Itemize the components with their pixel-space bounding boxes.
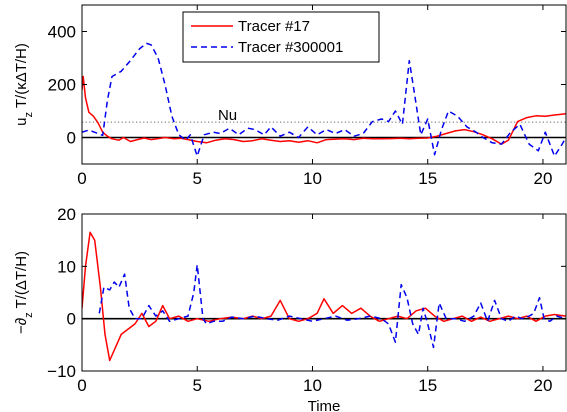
legend-label: Tracer #300001: [238, 39, 343, 56]
x-tick-label: 20: [533, 376, 552, 395]
x-axis-label: Time: [308, 398, 341, 412]
x-tick-label: 0: [77, 169, 86, 188]
y-axis-label-main: −∂: [13, 318, 30, 334]
y-axis-label-rest: T/(ΔT/H): [13, 251, 30, 312]
y-tick-label: −10: [47, 362, 76, 381]
y-tick-label: 20: [57, 205, 76, 224]
y-tick-label: 0: [67, 310, 76, 329]
legend: Tracer #17 Tracer #300001: [182, 11, 380, 63]
x-tick-label: 10: [303, 376, 322, 395]
y-axis-label-main: u: [13, 118, 30, 126]
plot-area: [82, 231, 566, 362]
y-tick-label: 200: [48, 76, 76, 95]
x-tick-label: 0: [77, 376, 86, 395]
series-line-tracer-17: [82, 231, 566, 362]
legend-box: [182, 11, 380, 63]
axes-frame: [81, 213, 567, 372]
series-line-tracer-17: [82, 75, 566, 145]
y-tick-label: 0: [67, 129, 76, 148]
y-axis-label-subscript: z: [23, 112, 35, 118]
y-axis-label: uz T/(κΔT/H): [13, 43, 35, 126]
series-line-tracer-300001: [98, 264, 566, 349]
x-tick-label: 5: [193, 169, 202, 188]
y-axis-label-subscript: z: [23, 312, 35, 318]
y-axis-label-rest: T/(κΔT/H): [13, 43, 30, 112]
x-tick-label: 15: [418, 169, 437, 188]
x-tick-label: 15: [418, 376, 437, 395]
x-tick-label: 20: [533, 169, 552, 188]
x-tick-label: 10: [303, 169, 322, 188]
plot-area: [82, 42, 566, 157]
y-tick-label: 10: [57, 257, 76, 276]
annotation-nu: Nu: [218, 107, 237, 124]
y-axis-label: −∂z T/(ΔT/H): [13, 251, 35, 334]
x-tick-label: 5: [193, 376, 202, 395]
y-tick-label: 400: [48, 23, 76, 42]
legend-label: Tracer #17: [238, 18, 310, 35]
